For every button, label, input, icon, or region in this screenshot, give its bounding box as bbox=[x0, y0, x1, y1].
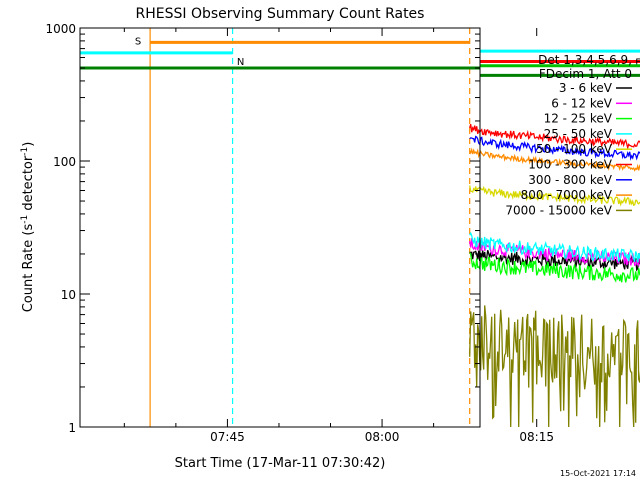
y-axis-title-main: Count Rate (s bbox=[21, 224, 36, 313]
chart-title: RHESSI Observing Summary Count Rates bbox=[136, 6, 425, 22]
series-line-8 bbox=[469, 305, 640, 428]
plot-frame bbox=[79, 27, 481, 428]
y-axis-title: Count Rate (s-1 detector-1) bbox=[20, 142, 36, 313]
series-line-6 bbox=[469, 135, 640, 161]
legend-label: 25 - 50 keV bbox=[544, 127, 613, 141]
series-line-7 bbox=[469, 147, 640, 172]
plot-layer bbox=[149, 28, 471, 427]
series-line-4 bbox=[469, 185, 640, 207]
flags-layer: SNFRD0RD6 bbox=[80, 36, 640, 77]
flag-label: N bbox=[237, 57, 244, 68]
y-tick-label: 10 bbox=[61, 288, 76, 302]
legend-label: 3 - 6 keV bbox=[559, 81, 613, 95]
x-tick-label: 07:45 bbox=[210, 430, 245, 444]
y-axis-title-mid: detector bbox=[21, 155, 36, 215]
series-line-0 bbox=[469, 250, 640, 272]
series-line-3 bbox=[469, 231, 640, 263]
flag-label: F bbox=[635, 57, 640, 68]
legend-header: FDecim 1, Att 0 bbox=[539, 67, 632, 81]
legend-label: 6 - 12 keV bbox=[551, 96, 613, 110]
legend-label: 300 - 800 keV bbox=[528, 173, 612, 187]
flag-label: S bbox=[135, 36, 141, 47]
legend-label: 800 - 7000 keV bbox=[521, 188, 613, 202]
y-tick-label: 1 bbox=[68, 421, 76, 435]
series-line-2 bbox=[469, 252, 640, 283]
x-axis-title: Start Time (17-Mar-11 07:30:42) bbox=[175, 456, 386, 471]
y-tick-label: 1000 bbox=[45, 22, 76, 36]
x-tick-label: 08:15 bbox=[519, 430, 554, 444]
y-axis-title-sup1: -1 bbox=[20, 215, 30, 224]
legend: Det 1,3,4,5,6,9,FDecim 1, Att 03 - 6 keV… bbox=[505, 53, 632, 217]
y-tick-label: 100 bbox=[53, 155, 76, 169]
y-axis-title-sup2: -1 bbox=[20, 147, 30, 156]
series-layer bbox=[469, 124, 640, 428]
series-line-5 bbox=[469, 124, 640, 151]
legend-label: 50 - 100 keV bbox=[536, 142, 613, 156]
legend-label: 12 - 25 keV bbox=[544, 112, 613, 126]
legend-header: Det 1,3,4,5,6,9, bbox=[538, 53, 632, 67]
series-line-1 bbox=[469, 238, 640, 267]
legend-label: 7000 - 15000 keV bbox=[505, 203, 612, 217]
y-axis-title-end: ) bbox=[21, 142, 36, 147]
legend-label: 100 - 300 keV bbox=[528, 158, 612, 172]
x-tick-label: 08:00 bbox=[365, 430, 400, 444]
timestamp: 15-Oct-2021 17:14 bbox=[560, 469, 636, 478]
